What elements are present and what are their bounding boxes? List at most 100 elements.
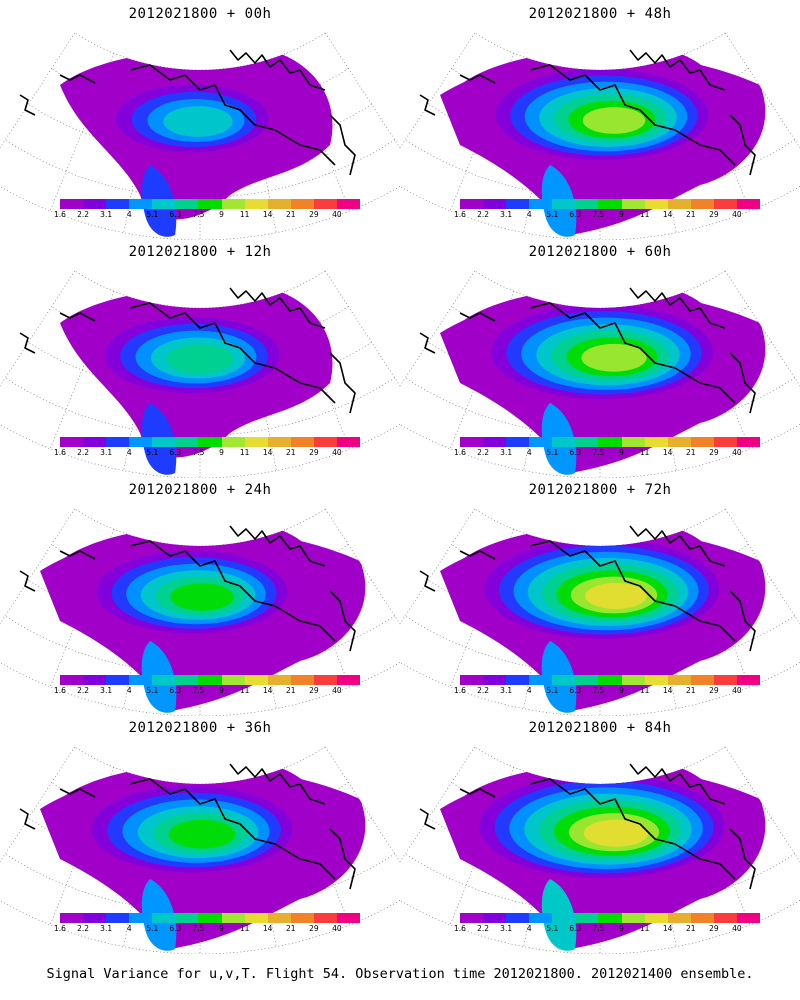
colorbar-tick-label: 21	[285, 686, 296, 695]
colorbar-tick-label: 5.1	[146, 686, 159, 695]
colorbar-tick-label: 29	[309, 686, 319, 695]
colorbar-swatch	[644, 675, 668, 685]
colorbar-tick-label: 4	[526, 210, 532, 219]
colorbar-swatch	[106, 199, 130, 209]
colorbar-swatch	[152, 675, 176, 685]
colorbar-tick-label: 5.1	[546, 686, 559, 695]
colorbar-tick-label: 5.1	[546, 448, 559, 457]
panel-title: 2012021800 + 00h	[128, 6, 272, 22]
colorbar-swatch	[713, 913, 737, 923]
colorbar	[60, 913, 361, 923]
colorbar-ticks: 1.6 2.2 3.1 4 5.1 6.3 7.5 9 11 14 21 29 40	[54, 448, 360, 458]
colorbar-swatch	[129, 675, 153, 685]
colorbar-swatch	[667, 675, 691, 685]
panel-title: 2012021800 + 84h	[528, 720, 672, 736]
colorbar-tick-label: 7.5	[592, 686, 605, 695]
colorbar-ticks: 1.6 2.2 3.1 4 5.1 6.3 7.5 9 11 14 21 29 40	[54, 210, 360, 220]
colorbar-swatch	[621, 199, 645, 209]
colorbar-tick-label: 40	[332, 686, 342, 695]
colorbar-swatch	[690, 913, 714, 923]
colorbar-swatch	[667, 199, 691, 209]
colorbar-tick-label: 1.6	[454, 448, 466, 457]
colorbar-tick-label: 11	[239, 448, 250, 457]
colorbar-tick-label: 40	[332, 210, 342, 219]
colorbar-tick-label: 9	[219, 210, 224, 219]
colorbar-tick-label: 14	[262, 686, 273, 695]
colorbar-tick-label: 11	[239, 686, 250, 695]
colorbar-tick-label: 21	[685, 686, 696, 695]
colorbar-swatch	[83, 675, 107, 685]
colorbar-tick-label: 21	[285, 210, 296, 219]
colorbar-swatch	[152, 199, 176, 209]
colorbar-tick-label: 3.1	[500, 448, 513, 457]
colorbar-swatch	[129, 199, 153, 209]
colorbar-swatch	[175, 437, 199, 447]
colorbar-tick-label: 6.3	[169, 210, 182, 219]
colorbar-swatch	[83, 199, 107, 209]
colorbar-tick-label: 5.1	[146, 448, 159, 457]
colorbar-swatch	[152, 437, 176, 447]
colorbar-tick-label: 14	[662, 924, 673, 933]
colorbar-swatch	[460, 913, 484, 923]
colorbar-tick-label: 5.1	[546, 924, 559, 933]
forecast-panel: 2012021800 + 12h 1.6 2.2 3.1 4 5.1 6.3 7.5 9 11 14…	[0, 238, 400, 483]
colorbar-ticks: 1.6 2.2 3.1 4 5.1 6.3 7.5 9 11 14 21 29 40	[54, 686, 360, 696]
panel-title: 2012021800 + 60h	[528, 244, 672, 260]
colorbar-tick-label: 2.2	[77, 210, 90, 219]
colorbar-swatch	[506, 675, 530, 685]
colorbar-swatch	[313, 437, 337, 447]
colorbar-swatch	[175, 199, 199, 209]
colorbar-swatch	[313, 675, 337, 685]
colorbar-swatch	[221, 913, 245, 923]
forecast-panel: 2012021800 + 72h 1.6 2.2 3.1 4 5.1 6.3 7.5 9 11 14…	[400, 476, 800, 721]
forecast-panel: 2012021800 + 00h 1.6 2.2 3.1 4 5.1 6.3 7.5 9 11 14…	[0, 0, 400, 245]
colorbar-swatch	[552, 675, 576, 685]
colorbar-swatch	[529, 913, 553, 923]
colorbar-swatch	[736, 675, 761, 685]
colorbar-tick-label: 1.6	[454, 924, 466, 933]
colorbar-swatch	[644, 913, 668, 923]
colorbar-tick-label: 1.6	[54, 210, 66, 219]
colorbar-swatch	[667, 437, 691, 447]
colorbar-swatch	[529, 437, 553, 447]
colorbar-swatch	[575, 913, 599, 923]
colorbar-swatch	[244, 913, 268, 923]
colorbar-tick-label: 40	[732, 210, 742, 219]
colorbar-tick-label: 4	[126, 686, 132, 695]
colorbar-swatch	[221, 675, 245, 685]
colorbar-swatch	[290, 437, 314, 447]
colorbar-tick-label: 9	[219, 686, 224, 695]
colorbar-tick-label: 2.2	[477, 686, 490, 695]
colorbar-swatch	[575, 199, 599, 209]
colorbar-swatch	[529, 675, 553, 685]
colorbar-tick-label: 3.1	[100, 924, 113, 933]
colorbar-tick-label: 7.5	[592, 448, 605, 457]
colorbar-tick-label: 9	[219, 924, 224, 933]
colorbar-swatch	[336, 437, 361, 447]
variance-map	[400, 508, 800, 716]
colorbar-swatch	[336, 913, 361, 923]
colorbar-swatch	[198, 437, 222, 447]
colorbar-swatch	[690, 437, 714, 447]
panel-title: 2012021800 + 48h	[528, 6, 672, 22]
colorbar-swatch	[644, 437, 668, 447]
variance-map	[400, 32, 800, 240]
colorbar-tick-label: 7.5	[192, 448, 205, 457]
colorbar-swatch	[198, 199, 222, 209]
colorbar-tick-label: 7.5	[592, 924, 605, 933]
colorbar-tick-label: 7.5	[192, 210, 205, 219]
colorbar-tick-label: 7.5	[592, 210, 605, 219]
colorbar-tick-label: 11	[639, 448, 650, 457]
colorbar-tick-label: 21	[685, 210, 696, 219]
colorbar-tick-label: 7.5	[192, 924, 205, 933]
colorbar-swatch	[175, 675, 199, 685]
colorbar-tick-label: 9	[619, 210, 624, 219]
colorbar-tick-label: 4	[526, 448, 532, 457]
colorbar-swatch	[60, 913, 84, 923]
colorbar-tick-label: 3.1	[100, 686, 113, 695]
colorbar-swatch	[483, 913, 507, 923]
colorbar-swatch	[221, 199, 245, 209]
colorbar-tick-label: 14	[662, 210, 673, 219]
colorbar	[460, 675, 761, 685]
colorbar-tick-label: 2.2	[477, 924, 490, 933]
